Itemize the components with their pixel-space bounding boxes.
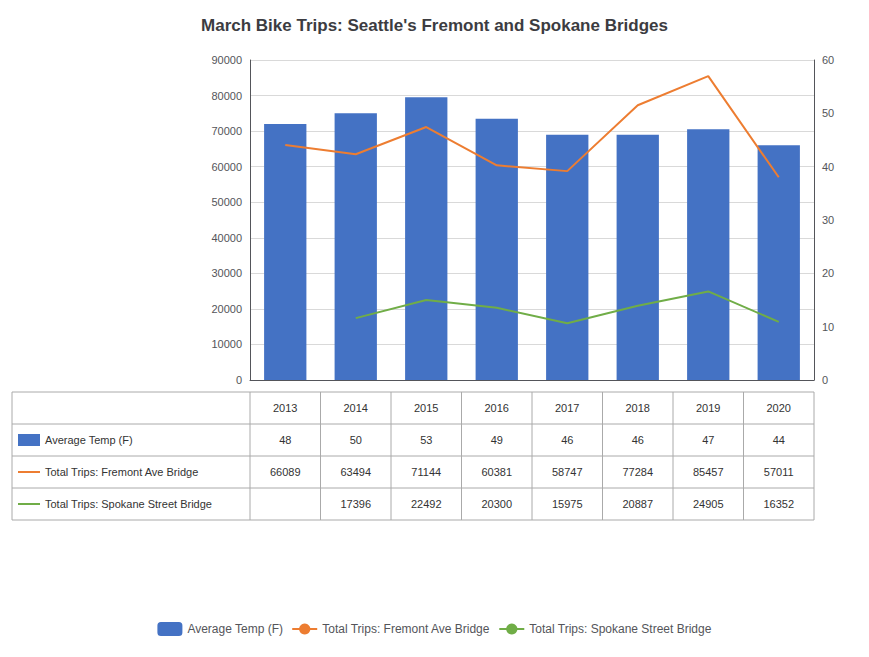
- svg-text:70000: 70000: [211, 125, 242, 137]
- svg-text:24905: 24905: [693, 498, 724, 510]
- svg-text:40000: 40000: [211, 232, 242, 244]
- svg-text:30: 30: [822, 214, 834, 226]
- svg-text:Average Temp (F): Average Temp (F): [45, 434, 133, 446]
- svg-text:Average Temp (F): Average Temp (F): [187, 622, 283, 636]
- svg-text:53: 53: [420, 434, 432, 446]
- svg-text:16352: 16352: [763, 498, 794, 510]
- svg-text:Total Trips: Spokane Street Br: Total Trips: Spokane Street Bridge: [45, 498, 212, 510]
- svg-text:10: 10: [822, 321, 834, 333]
- svg-text:2017: 2017: [555, 402, 579, 414]
- svg-text:2020: 2020: [767, 402, 791, 414]
- svg-text:22492: 22492: [411, 498, 442, 510]
- svg-text:2019: 2019: [696, 402, 720, 414]
- svg-text:46: 46: [561, 434, 573, 446]
- svg-text:March Bike Trips: Seattle's Fr: March Bike Trips: Seattle's Fremont and …: [201, 16, 668, 35]
- svg-text:2014: 2014: [344, 402, 368, 414]
- svg-text:40: 40: [822, 161, 834, 173]
- svg-text:66089: 66089: [270, 466, 301, 478]
- svg-text:2015: 2015: [414, 402, 438, 414]
- svg-text:2018: 2018: [626, 402, 650, 414]
- svg-text:50: 50: [822, 107, 834, 119]
- svg-text:46: 46: [632, 434, 644, 446]
- svg-text:47: 47: [702, 434, 714, 446]
- svg-text:2013: 2013: [273, 402, 297, 414]
- svg-text:90000: 90000: [211, 54, 242, 66]
- svg-text:49: 49: [491, 434, 503, 446]
- svg-text:15975: 15975: [552, 498, 583, 510]
- svg-text:63494: 63494: [340, 466, 371, 478]
- svg-text:85457: 85457: [693, 466, 724, 478]
- svg-text:17396: 17396: [340, 498, 371, 510]
- svg-text:20300: 20300: [481, 498, 512, 510]
- svg-text:20887: 20887: [622, 498, 653, 510]
- svg-text:57011: 57011: [764, 466, 794, 478]
- svg-text:48: 48: [279, 434, 291, 446]
- svg-text:60381: 60381: [481, 466, 512, 478]
- svg-text:30000: 30000: [211, 267, 242, 279]
- svg-text:Total Trips: Fremont Ave Bridg: Total Trips: Fremont Ave Bridge: [322, 622, 490, 636]
- svg-text:Total Trips: Spokane Street Br: Total Trips: Spokane Street Bridge: [529, 622, 711, 636]
- svg-text:77284: 77284: [622, 466, 653, 478]
- svg-text:20000: 20000: [211, 303, 242, 315]
- svg-text:Total Trips: Fremont Ave Bridg: Total Trips: Fremont Ave Bridge: [45, 466, 198, 478]
- svg-text:10000: 10000: [211, 338, 242, 350]
- svg-text:50000: 50000: [211, 196, 242, 208]
- svg-text:60000: 60000: [211, 161, 242, 173]
- svg-text:0: 0: [822, 374, 828, 386]
- svg-text:71144: 71144: [411, 466, 441, 478]
- svg-text:0: 0: [236, 374, 242, 386]
- svg-text:50: 50: [350, 434, 362, 446]
- svg-text:80000: 80000: [211, 90, 242, 102]
- svg-text:60: 60: [822, 54, 834, 66]
- svg-text:2016: 2016: [485, 402, 509, 414]
- svg-text:58747: 58747: [552, 466, 583, 478]
- svg-text:44: 44: [773, 434, 785, 446]
- svg-text:20: 20: [822, 267, 834, 279]
